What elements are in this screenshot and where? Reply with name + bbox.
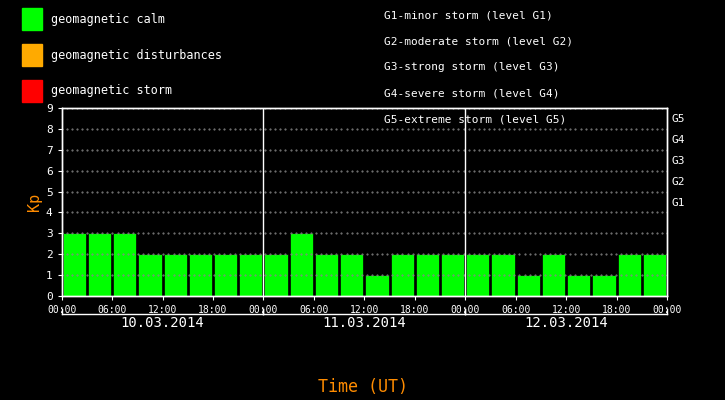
Bar — [340, 254, 363, 296]
Bar — [643, 254, 666, 296]
Bar — [441, 254, 464, 296]
Bar — [517, 275, 540, 296]
Bar — [415, 254, 439, 296]
Bar — [391, 254, 414, 296]
Text: 12.03.2014: 12.03.2014 — [524, 316, 608, 330]
Bar — [138, 254, 162, 296]
Text: G2-moderate storm (level G2): G2-moderate storm (level G2) — [384, 36, 573, 46]
Text: 10.03.2014: 10.03.2014 — [120, 316, 204, 330]
Bar — [466, 254, 489, 296]
Text: G5-extreme storm (level G5): G5-extreme storm (level G5) — [384, 114, 566, 124]
Bar — [290, 233, 313, 296]
Text: geomagnetic storm: geomagnetic storm — [51, 84, 172, 98]
Text: G4-severe storm (level G4): G4-severe storm (level G4) — [384, 88, 560, 98]
Bar — [88, 233, 111, 296]
Bar — [315, 254, 338, 296]
Y-axis label: Kp: Kp — [27, 193, 41, 211]
Text: geomagnetic calm: geomagnetic calm — [51, 12, 165, 26]
Text: Time (UT): Time (UT) — [318, 378, 407, 396]
Bar — [214, 254, 237, 296]
Text: 11.03.2014: 11.03.2014 — [323, 316, 406, 330]
Bar — [592, 275, 616, 296]
Text: G1-minor storm (level G1): G1-minor storm (level G1) — [384, 10, 553, 20]
Bar — [365, 275, 389, 296]
Bar — [188, 254, 212, 296]
Bar — [62, 233, 86, 296]
Bar — [164, 254, 187, 296]
Bar — [618, 254, 641, 296]
Text: geomagnetic disturbances: geomagnetic disturbances — [51, 48, 222, 62]
Bar — [239, 254, 262, 296]
Bar — [265, 254, 288, 296]
Bar — [113, 233, 136, 296]
Bar — [492, 254, 515, 296]
Bar — [567, 275, 590, 296]
Text: G3-strong storm (level G3): G3-strong storm (level G3) — [384, 62, 560, 72]
Bar — [542, 254, 565, 296]
